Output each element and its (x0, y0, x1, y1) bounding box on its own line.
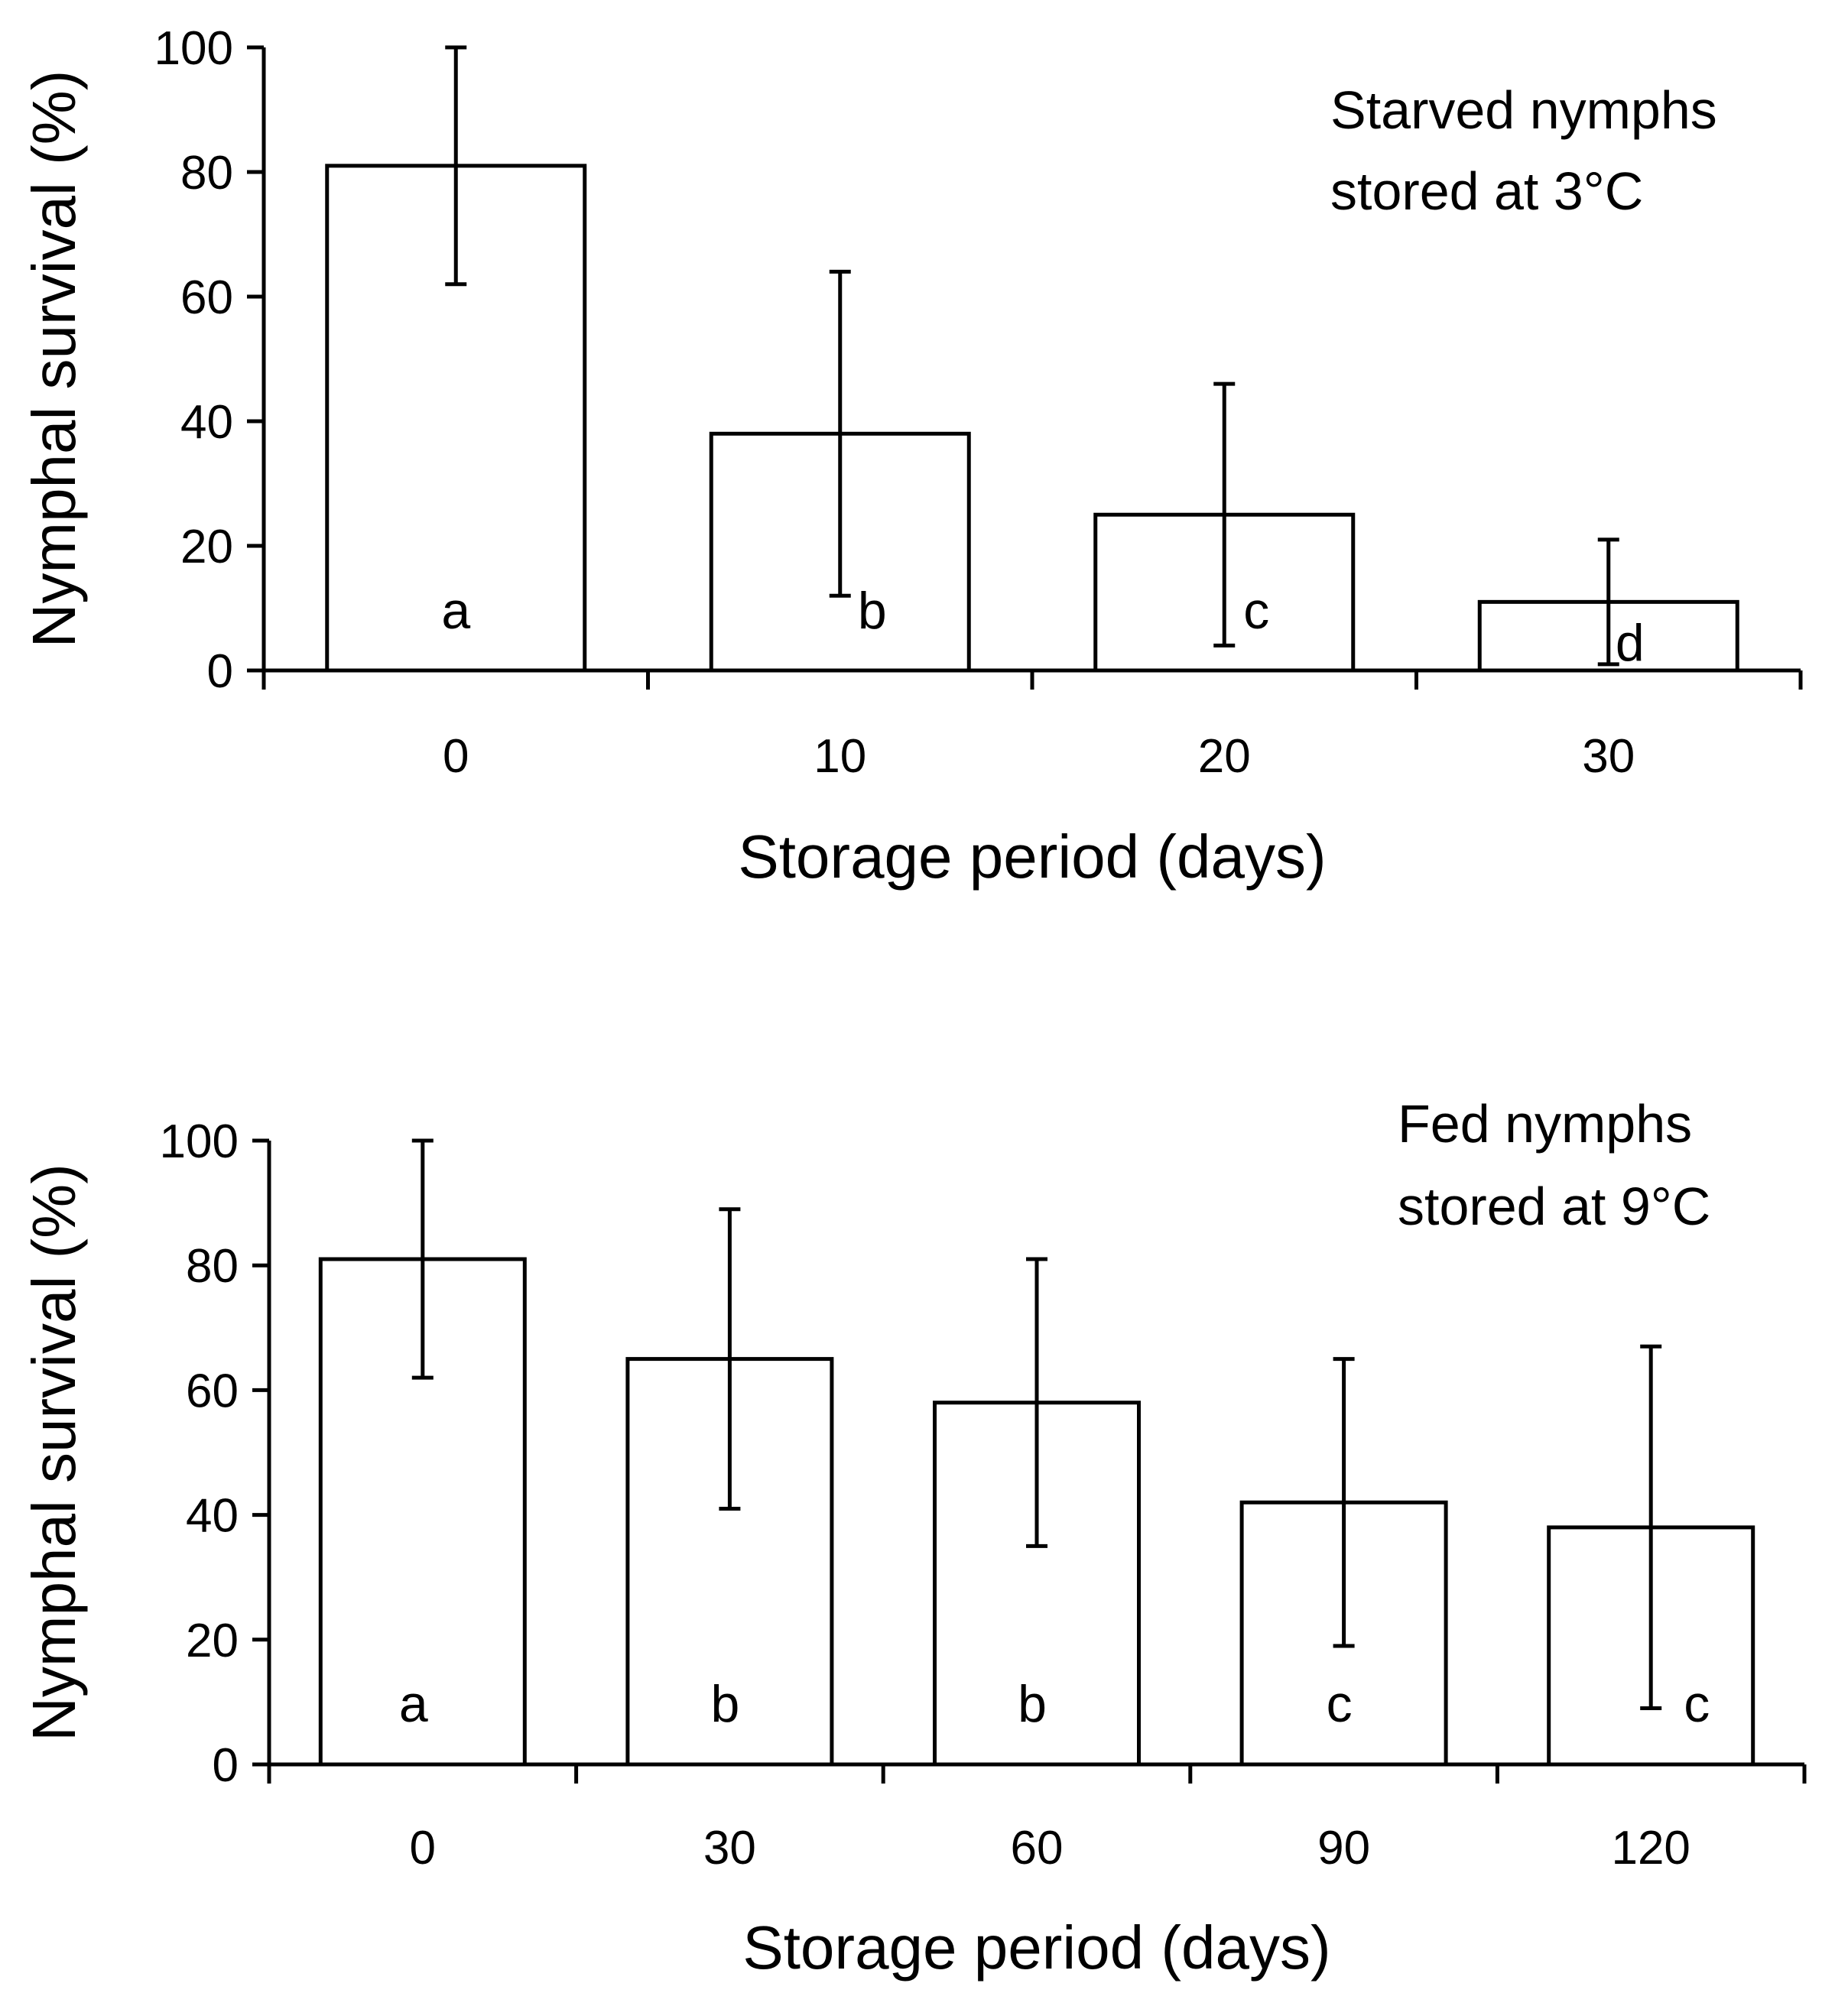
error-bar-90 (1333, 1357, 1355, 1648)
x-tick-label: 0 (443, 730, 469, 783)
error-bar-30 (1597, 537, 1619, 667)
significance-letter: b (858, 582, 887, 640)
y-tick-label: 80 (186, 1240, 239, 1293)
error-bar-0 (445, 45, 467, 287)
x-tick-label: 20 (1198, 730, 1251, 783)
significance-letter: c (1684, 1675, 1710, 1733)
error-bar-60 (1026, 1257, 1047, 1548)
error-bar-30 (719, 1207, 741, 1511)
x-tick-label: 30 (1582, 730, 1635, 783)
y-tick-label: 20 (180, 521, 233, 573)
y-axis-title: Nymphal survival (%) (20, 1164, 88, 1741)
y-tick-label: 80 (180, 147, 233, 200)
y-tick-label: 0 (207, 645, 233, 698)
significance-letter: b (1018, 1675, 1047, 1733)
error-bar-20 (1213, 381, 1236, 648)
chart-panel-fed: 0 20 40 60 80 100 0 30 60 90 120 a b b c c Storage perio… (20, 1094, 1807, 1982)
y-tick-label: 60 (186, 1365, 239, 1417)
y-tick-label: 40 (186, 1490, 239, 1543)
error-bar-0 (411, 1138, 434, 1380)
panel-annotation: stored at 9°C (1398, 1177, 1710, 1236)
y-tick-label: 40 (180, 396, 233, 449)
significance-letter: a (399, 1675, 428, 1733)
y-tick-label: 100 (154, 22, 233, 75)
significance-letter: d (1616, 614, 1645, 672)
y-tick-label: 60 (180, 271, 233, 324)
error-bar-120 (1640, 1344, 1662, 1711)
x-axis-title: Storage period (days) (742, 1913, 1330, 1982)
x-tick-label: 90 (1317, 1822, 1370, 1875)
panel-annotation: Fed nymphs (1398, 1094, 1692, 1154)
chart-panel-starved: 0 20 40 60 80 100 0 10 20 30 a b c d Storage period (d… (20, 22, 1803, 891)
x-tick-label: 30 (703, 1822, 756, 1875)
panel-annotation: stored at 3°C (1330, 161, 1643, 221)
panel-annotation: Starved nymphs (1330, 80, 1717, 140)
error-bar-10 (829, 269, 851, 598)
x-tick-label: 0 (410, 1822, 436, 1875)
x-tick-label: 120 (1611, 1822, 1690, 1875)
significance-letter: a (441, 582, 470, 640)
y-axis-title: Nymphal survival (%) (20, 70, 88, 648)
significance-letter: c (1327, 1675, 1353, 1733)
x-tick-label: 10 (814, 730, 866, 783)
x-tick-label: 60 (1011, 1822, 1064, 1875)
y-tick-label: 20 (186, 1615, 239, 1667)
x-axis-title: Storage period (days) (738, 823, 1326, 891)
significance-letter: b (710, 1675, 739, 1733)
y-tick-label: 0 (213, 1739, 239, 1792)
y-tick-label: 100 (160, 1115, 239, 1168)
significance-letter: c (1243, 582, 1269, 640)
